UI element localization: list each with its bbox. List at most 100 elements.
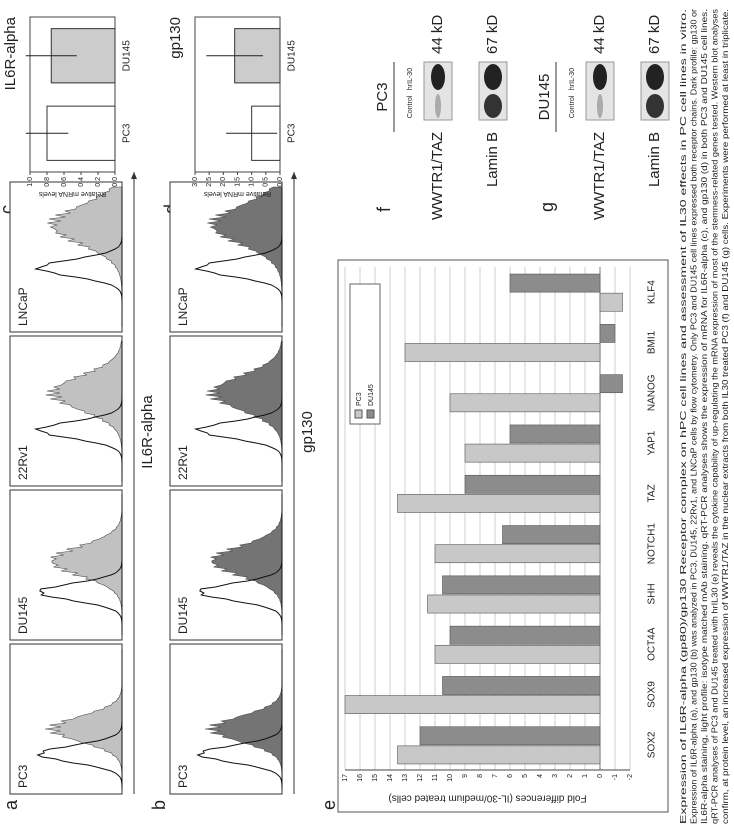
x-tick-label: DU145: [287, 40, 298, 72]
histogram-title: PC3: [16, 764, 30, 788]
band-size: 44 kD: [591, 15, 608, 54]
band-label: WWTR1/TAZ: [591, 132, 608, 220]
x-tick-label: DU145: [122, 40, 133, 72]
y-axis-title: Relative mRNA levels: [38, 190, 106, 197]
panel-letter: a: [1, 799, 21, 810]
x-tick-label: SOX9: [647, 681, 658, 708]
y-tick-label: 0.0: [112, 177, 119, 187]
band-label: WWTR1/TAZ: [429, 132, 446, 220]
x-tick-label: PC3: [122, 123, 133, 143]
histogram-title: LNCaP: [16, 287, 30, 326]
legend-swatch: [355, 410, 362, 418]
histogram-title: 22Rv1: [176, 445, 190, 480]
y-tick-label: -2: [627, 774, 634, 780]
y-tick-label: 0.4: [78, 177, 85, 187]
axis-title: gp130: [299, 411, 316, 453]
bar: [405, 343, 600, 361]
legend-swatch: [367, 410, 374, 418]
x-tick-label: KLF4: [647, 280, 658, 304]
y-tick-label: 9: [462, 774, 469, 778]
y-tick-label: 16: [357, 774, 364, 782]
y-tick-label: 1.0: [27, 177, 34, 187]
bar: [398, 746, 601, 764]
caption-line: qRT-PCR analyses of PC3 and DU145 treate…: [711, 9, 720, 824]
y-tick-label: 0.8: [44, 177, 51, 187]
y-tick-label: 0.2: [95, 177, 102, 187]
x-tick-label: NANOG: [647, 374, 658, 411]
x-tick-label: NOTCH1: [647, 523, 658, 565]
bar: [435, 645, 600, 663]
band: [597, 94, 603, 118]
y-axis-title: Relative mRNA levels: [203, 190, 271, 197]
x-tick-label: OCT4A: [647, 627, 658, 661]
y-tick-label: -1: [612, 774, 619, 780]
y-tick-label: 0.0: [277, 177, 284, 187]
bar: [345, 696, 600, 714]
y-tick-label: 0: [597, 774, 604, 778]
legend-label: PC3: [356, 392, 363, 406]
caption-line: Expression of IL6R-alpha (a), and gp130 …: [690, 9, 699, 824]
bar: [443, 676, 601, 694]
y-tick-label: 6: [507, 774, 514, 778]
y-tick-label: 17: [342, 774, 349, 782]
arrow-head: [131, 172, 137, 179]
y-tick-label: 10: [447, 774, 454, 782]
y-tick-label: 12: [417, 774, 424, 782]
bar: [600, 293, 623, 311]
band-label: Lamin B: [646, 132, 663, 187]
bar: [398, 494, 601, 512]
x-tick-label: SHH: [647, 583, 658, 604]
x-tick-label: TAZ: [647, 484, 658, 502]
lane-label: Control: [407, 95, 414, 118]
bar: [435, 545, 600, 563]
blot-cell: DU145: [536, 74, 553, 121]
band-size: 67 kD: [484, 15, 501, 54]
y-tick-label: 2.5: [206, 177, 213, 187]
band-size: 44 kD: [429, 15, 446, 54]
y-tick-label: 3: [552, 774, 559, 778]
lane-label: hrIL-30: [407, 68, 414, 90]
y-tick-label: 2: [567, 774, 574, 778]
lane-label: Control: [569, 95, 576, 118]
y-tick-label: 13: [402, 774, 409, 782]
bar: [465, 475, 600, 493]
histogram-title: LNCaP: [176, 287, 190, 326]
chart-title: IL6R-alpha: [2, 16, 19, 90]
band-label: Lamin B: [484, 132, 501, 187]
panel-letter: f: [374, 206, 394, 212]
y-tick-label: 15: [372, 774, 379, 782]
histogram-title: DU145: [176, 596, 190, 634]
bar: [510, 274, 600, 292]
band: [431, 64, 445, 90]
y-tick-label: 11: [432, 774, 439, 781]
y-tick-label: 3.0: [192, 177, 199, 187]
panel-letter: g: [537, 202, 557, 212]
bar: [450, 394, 600, 412]
y-tick-label: 2.0: [220, 177, 227, 187]
panel-letter: e: [319, 800, 339, 810]
legend-box: [350, 284, 380, 424]
histogram-title: PC3: [176, 764, 190, 788]
bar: [450, 626, 600, 644]
y-tick-label: 1.5: [234, 177, 241, 187]
band: [435, 94, 441, 118]
histogram-title: DU145: [16, 596, 30, 634]
caption-line: confirm, at protein level, an increased …: [721, 9, 730, 824]
x-tick-label: BMI1: [647, 330, 658, 354]
caption-line: IL6R-alpha staining, light profile: isot…: [700, 9, 709, 824]
arrow-head: [291, 172, 297, 179]
bar: [443, 576, 601, 594]
x-tick-label: PC3: [287, 123, 298, 143]
band: [646, 64, 664, 90]
bar: [428, 595, 601, 613]
bar: [503, 526, 601, 544]
chart-title: gp130: [167, 17, 184, 59]
lane-label: hrIL-30: [569, 68, 576, 90]
band-size: 67 kD: [646, 15, 663, 54]
y-tick-label: 8: [477, 774, 484, 778]
y-tick-label: 1.0: [249, 177, 256, 187]
panel-letter: b: [149, 800, 169, 810]
y-tick-label: 14: [387, 774, 394, 782]
blot-cell: PC3: [374, 82, 391, 111]
legend-label: DU145: [368, 384, 375, 406]
